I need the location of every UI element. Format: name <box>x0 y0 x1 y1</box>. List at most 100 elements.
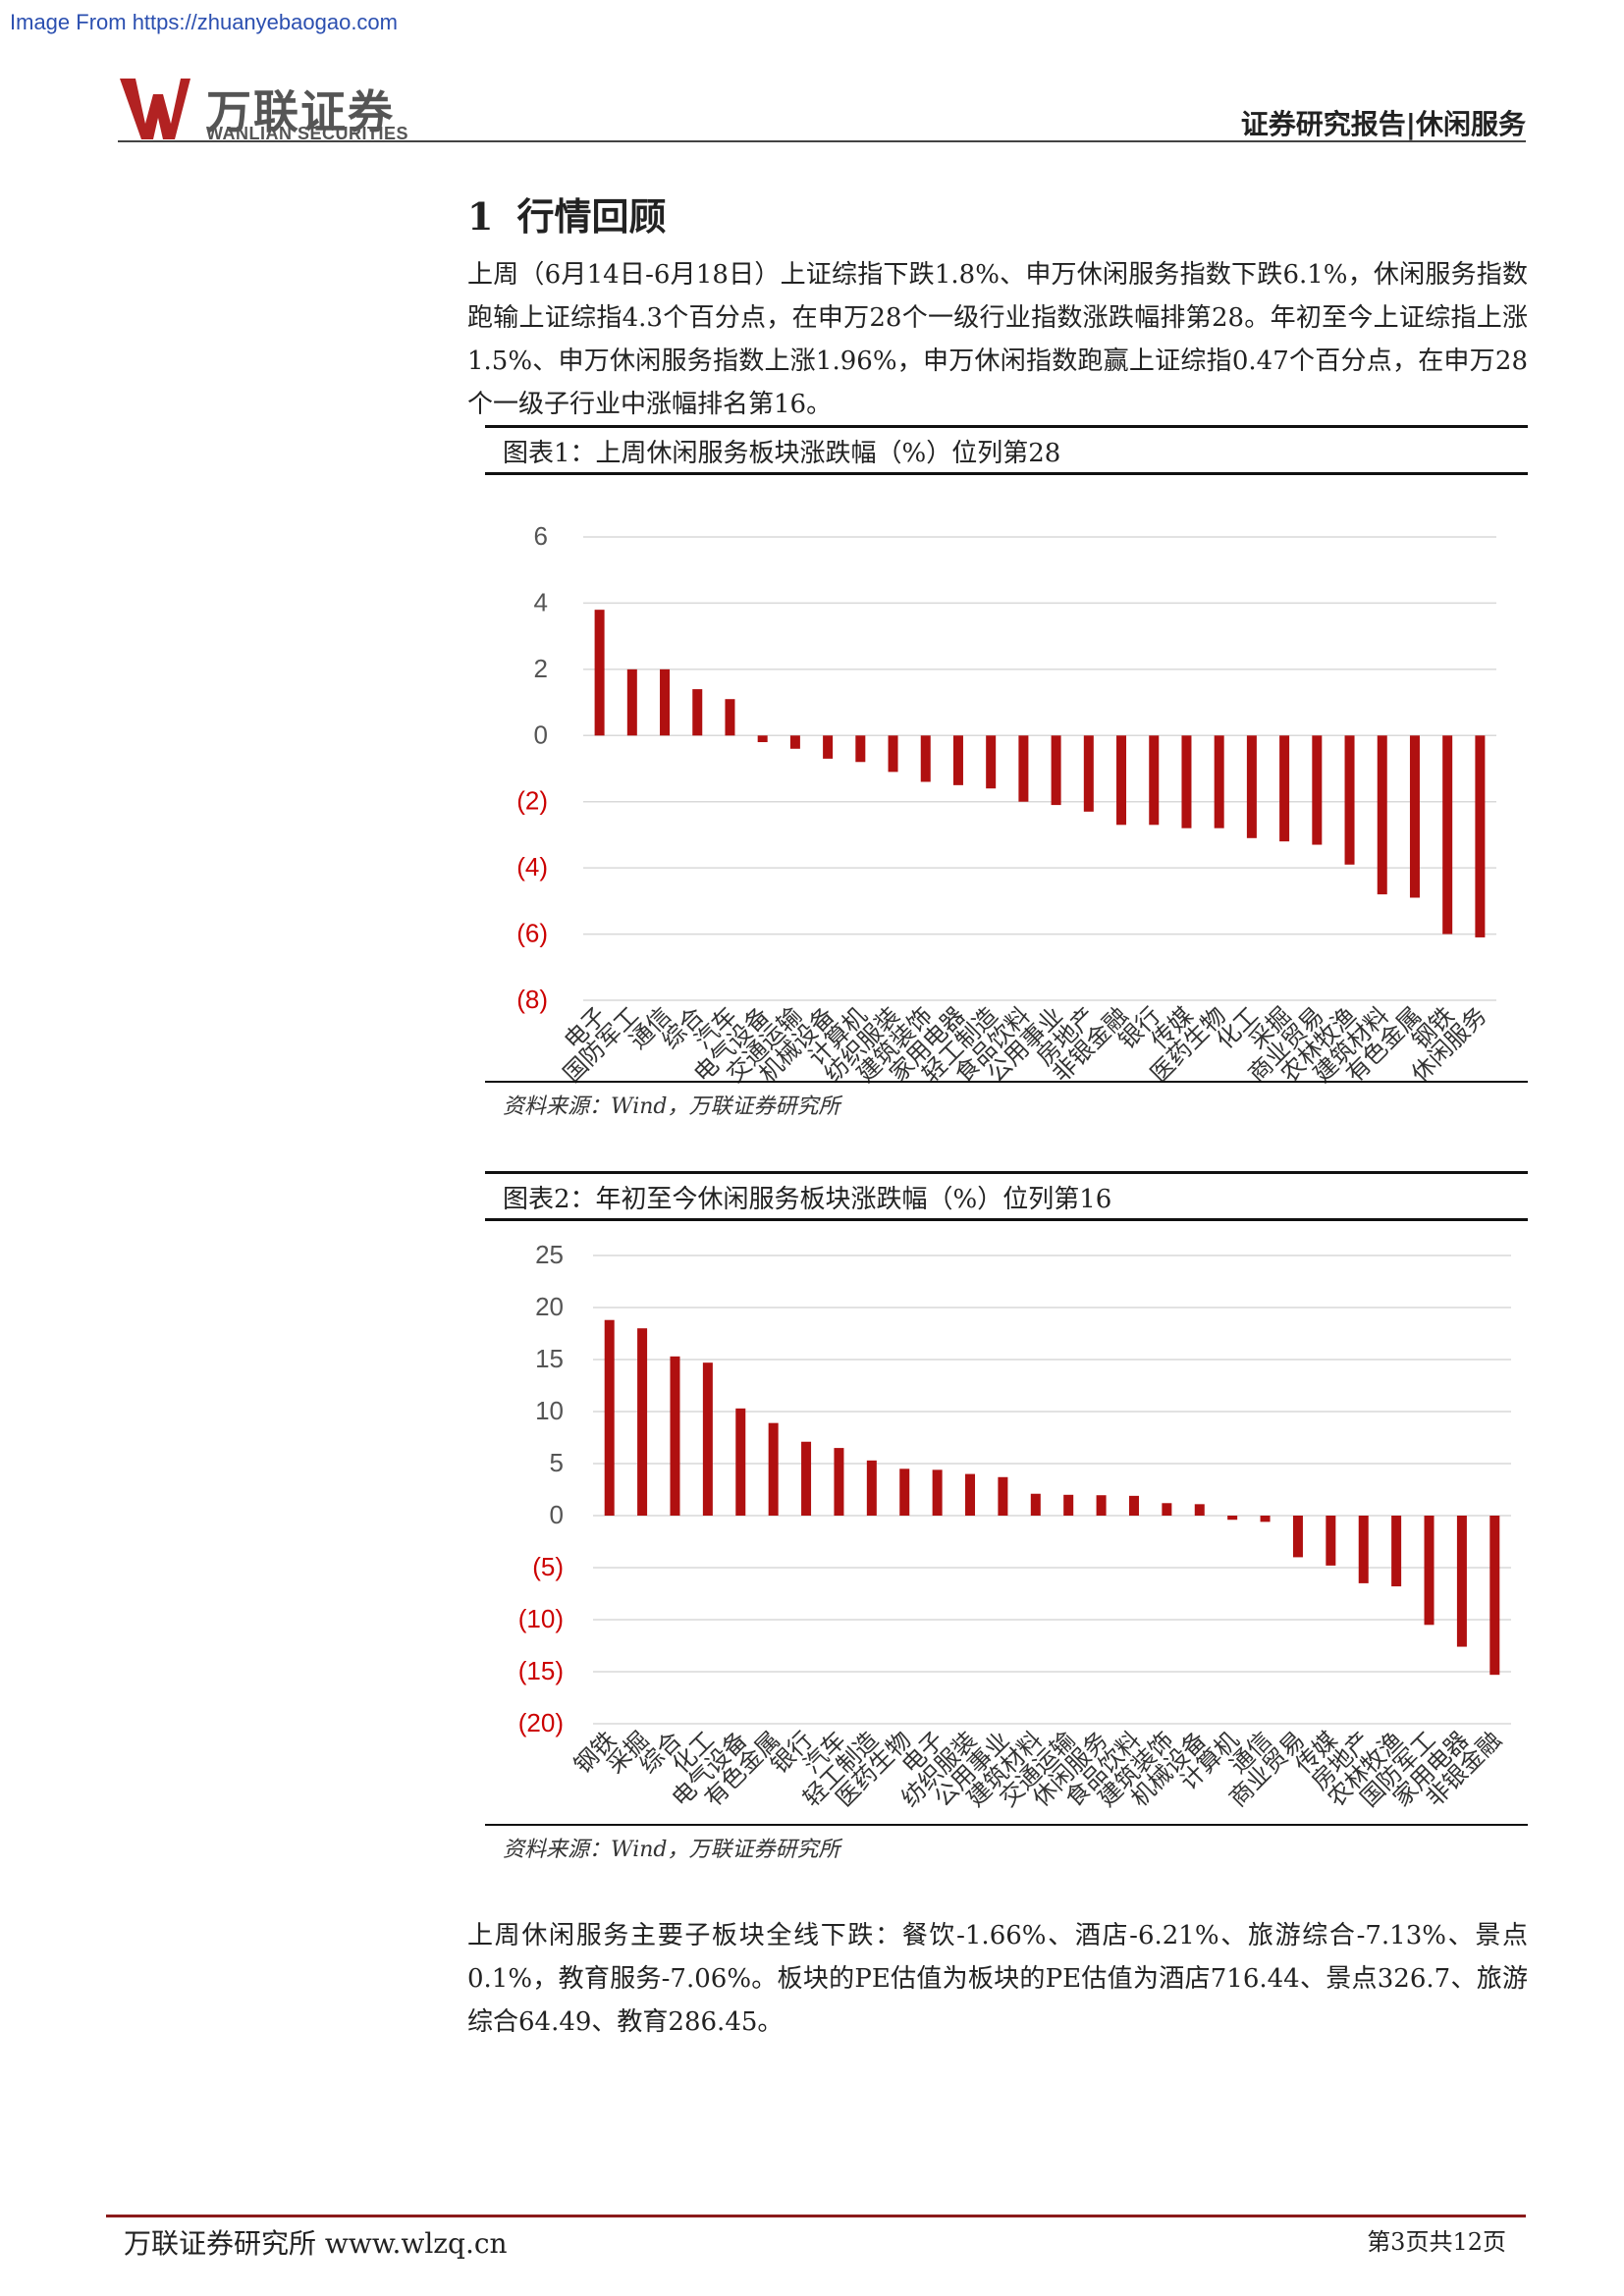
bar <box>1358 1516 1369 1583</box>
y-tick-label: (10) <box>518 1604 564 1633</box>
bar <box>1409 735 1420 898</box>
footer-divider <box>106 2215 1526 2217</box>
footer-org: 万联证券研究所 www.wlzq.cn <box>124 2227 508 2260</box>
figure-caption-rule <box>485 1218 1528 1221</box>
logo-w-icon <box>120 79 190 139</box>
bar <box>1260 1516 1271 1522</box>
figure-caption: 图表1：上周休闲服务板块涨跌幅（%）位列第28 <box>503 439 1061 468</box>
report-type: 证券研究报告|休闲服务 <box>1240 108 1526 140</box>
bar <box>1214 735 1224 828</box>
bar <box>757 735 768 743</box>
bar <box>801 1441 812 1516</box>
y-tick-label: 20 <box>535 1292 564 1321</box>
brand-name-cn: 万联证券 <box>206 85 395 138</box>
bar <box>888 735 898 773</box>
header-divider <box>118 140 1526 142</box>
bar <box>1344 735 1355 865</box>
bar <box>1128 1495 1139 1516</box>
bar <box>626 668 637 736</box>
y-tick-label: 5 <box>550 1448 564 1477</box>
ytd-change-bar-chart: 2520151050(5)(10)(15)(20)钢铁采掘综合化工电气设备有色金… <box>518 1240 1511 1810</box>
figure-source: 资料来源：Wind，万联证券研究所 <box>503 1838 840 1862</box>
bar <box>789 735 800 749</box>
y-tick-label: 4 <box>534 587 548 616</box>
bar <box>660 668 671 736</box>
bar <box>735 1408 746 1516</box>
bar <box>594 610 605 736</box>
bar <box>1489 1516 1500 1676</box>
figure-caption: 图表2：年初至今休闲服务板块涨跌幅（%）位列第16 <box>503 1185 1112 1214</box>
bar <box>1246 735 1257 838</box>
y-tick-label: (20) <box>518 1708 564 1737</box>
figure-1: 图表1：上周休闲服务板块涨跌幅（%）位列第28 6 4 2 0 (2) (4) (6) (8)… <box>485 425 1528 1119</box>
bar <box>986 735 997 789</box>
bar <box>604 1319 615 1516</box>
bar <box>1116 735 1127 826</box>
y-tick-label: (8) <box>516 985 548 1014</box>
bar <box>1424 1516 1435 1626</box>
bar <box>834 1448 844 1516</box>
bar <box>965 1473 976 1516</box>
section-heading: 1 行情回顾 <box>467 187 666 240</box>
bar <box>1063 1494 1074 1516</box>
bar <box>855 735 866 763</box>
y-tick-label: (2) <box>516 786 548 816</box>
bar <box>1181 735 1192 828</box>
bar <box>1442 735 1453 934</box>
bar <box>920 735 931 782</box>
bar <box>1030 1493 1041 1516</box>
y-tick-label: 0 <box>534 720 548 749</box>
y-tick-label: 0 <box>550 1500 564 1529</box>
y-tick-label: (15) <box>518 1656 564 1685</box>
bar <box>1227 1516 1238 1521</box>
bar <box>998 1476 1008 1516</box>
bar <box>952 735 963 785</box>
bar <box>899 1468 910 1516</box>
source-note[interactable]: Image From https://zhuanyebaogao.com <box>10 10 398 34</box>
y-tick-label: 2 <box>534 654 548 683</box>
figure-source: 资料来源：Wind，万联证券研究所 <box>503 1095 840 1119</box>
sub-sector-paragraph: 上周休闲服务主要子板块全线下跌：餐饮-1.66%、酒店-6.21%、旅游综合-7… <box>467 1921 1528 2037</box>
figure-top-rule <box>485 1171 1528 1174</box>
section-number: 1 <box>467 194 494 239</box>
y-tick-label: (5) <box>532 1552 564 1581</box>
section-title-text: 行情回顾 <box>516 194 667 239</box>
y-tick-label: 10 <box>535 1396 564 1425</box>
bar <box>670 1356 680 1516</box>
y-tick-label: 15 <box>535 1344 564 1373</box>
bar <box>702 1362 713 1516</box>
y-tick-label: (6) <box>516 919 548 948</box>
brand-name-en: WANLIAN SECURITIES <box>206 124 409 143</box>
bar <box>768 1422 779 1516</box>
bar <box>1051 735 1061 806</box>
bar <box>1312 735 1323 845</box>
bar <box>1096 1495 1107 1516</box>
bar <box>1083 735 1094 812</box>
bar <box>1475 735 1486 937</box>
weekly-change-bar-chart: 6420(2)(4)(6)(8)电子国防军工通信综合汽车电气设备交通运输机械设备… <box>516 521 1496 1084</box>
y-tick-label: 6 <box>534 521 548 551</box>
brand-logo: 万联证券 WANLIAN SECURITIES <box>118 75 442 143</box>
bar <box>1149 735 1160 826</box>
bar <box>1018 735 1029 802</box>
bar <box>866 1460 877 1516</box>
page-number: 第3页共12页 <box>1367 2228 1506 2256</box>
bar <box>692 689 703 736</box>
bar <box>1292 1516 1303 1558</box>
bar <box>1377 735 1387 895</box>
bar <box>823 735 834 759</box>
bar <box>1456 1516 1467 1647</box>
figure-2: 图表2：年初至今休闲服务板块涨跌幅（%）位列第16 25 20 15 10 5 0 (5) (… <box>485 1171 1528 1862</box>
bar <box>1326 1516 1336 1566</box>
bar <box>1162 1503 1172 1516</box>
figure-caption-rule <box>485 472 1528 475</box>
bar <box>1194 1504 1205 1516</box>
y-tick-label: (4) <box>516 852 548 881</box>
figure-bottom-rule <box>485 1824 1528 1826</box>
bar <box>1391 1516 1402 1587</box>
bar <box>1279 735 1290 842</box>
bar <box>725 699 735 736</box>
figure-top-rule <box>485 425 1528 428</box>
bar <box>932 1469 943 1516</box>
y-tick-label: 25 <box>535 1240 564 1269</box>
